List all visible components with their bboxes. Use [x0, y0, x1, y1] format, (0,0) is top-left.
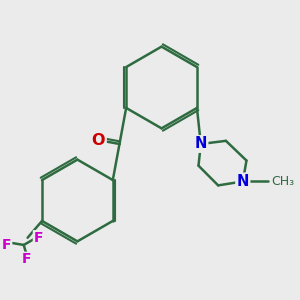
Text: F: F: [2, 238, 12, 252]
Text: CH₃: CH₃: [272, 175, 295, 188]
Text: F: F: [33, 231, 43, 245]
Text: N: N: [195, 136, 207, 152]
Text: O: O: [92, 133, 105, 148]
Text: F: F: [21, 252, 31, 266]
Text: N: N: [237, 174, 249, 189]
